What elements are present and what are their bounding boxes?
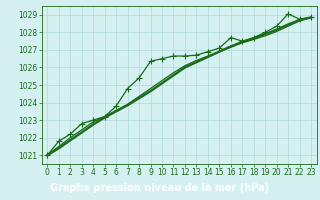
Text: Graphe pression niveau de la mer (hPa): Graphe pression niveau de la mer (hPa): [51, 183, 269, 193]
